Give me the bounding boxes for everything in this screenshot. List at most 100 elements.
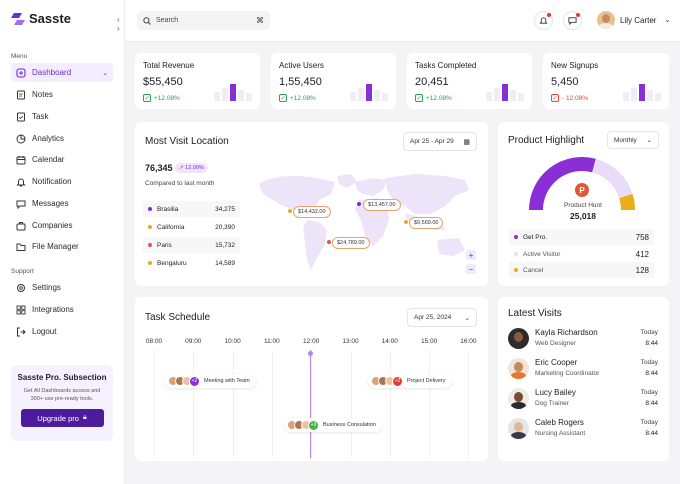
shortcut-key: ⌘ — [256, 16, 264, 25]
sidebar-item-label: Analytics — [32, 134, 65, 143]
schedule-event-meeting[interactable]: +2 Meeting with Team — [165, 374, 256, 388]
product-gauge — [529, 157, 635, 211]
zoom-in-button[interactable]: + — [466, 250, 476, 260]
map-label[interactable]: $13,457.00 — [363, 199, 401, 211]
card-title: Most Visit Location — [145, 136, 229, 147]
stat-change-value: +12.08% — [426, 94, 452, 102]
avatar — [508, 418, 529, 439]
location-value: 14,589 — [215, 259, 235, 267]
sidebar-item-label: Settings — [32, 283, 61, 292]
gauge-segment-cancel — [619, 193, 635, 211]
chevron-down-icon: ⌄ — [102, 69, 108, 77]
color-dot — [148, 261, 152, 265]
collapse-sidebar-icon[interactable]: ‹ › — [117, 15, 120, 33]
map-label[interactable]: $24,789.00 — [332, 237, 370, 249]
schedule-event-consulation[interactable]: +3 Business Consulation — [284, 418, 382, 432]
chevron-down-icon: ⌄ — [646, 137, 652, 144]
visitor-name: Kayla Richardson — [535, 328, 598, 337]
color-dot — [148, 243, 152, 247]
hour-label: 15:00 — [420, 338, 438, 345]
lock-icon: 🔒︎ — [82, 414, 87, 421]
notifications-button[interactable] — [534, 11, 553, 30]
gauge-segment-active-visitor — [591, 158, 633, 199]
user-menu[interactable]: Lily Carter ⌄ — [597, 11, 670, 29]
promo-title: Sasste Pro. Subsection — [17, 373, 107, 382]
visitor-name: Lucy Bailey — [535, 388, 576, 397]
upgrade-pro-button[interactable]: Upgrade pro 🔒︎ — [20, 409, 104, 427]
stat-change: ✓ +12.08% — [415, 94, 452, 102]
zoom-out-button[interactable]: − — [466, 264, 476, 274]
card-title: Latest Visits — [508, 308, 562, 319]
schedule-event-delivery[interactable]: +2 Project Delivery — [368, 374, 452, 388]
date-range-picker[interactable]: Apr 25 - Apr 29 ▦ — [403, 132, 477, 151]
latest-visits-card: Latest Visits Kayla Richardson Web Desig… — [498, 297, 669, 461]
stat-change-value: +12.08% — [154, 94, 180, 102]
menu-section-label: Menu — [11, 53, 28, 60]
stat-card-active-users: Active Users 1,55,450 ✓ +12.08% — [271, 53, 396, 109]
list-item[interactable]: Kayla Richardson Web Designer Today 8:44 — [508, 326, 658, 352]
sidebar-item-label: Companies — [32, 221, 73, 230]
sidebar-item-file-manager[interactable]: File Manager — [11, 237, 113, 256]
sidebar-item-integrations[interactable]: Integrations — [11, 300, 113, 319]
sidebar-item-label: File Manager — [32, 242, 79, 251]
message-icon — [568, 17, 577, 25]
avatar — [597, 11, 615, 29]
location-total: 76,345 — [145, 163, 173, 173]
event-label: Meeting with Team — [204, 378, 250, 384]
notification-dot — [547, 13, 551, 17]
location-value: 34,275 — [215, 205, 235, 213]
messages-button[interactable] — [563, 11, 582, 30]
hour-label: 11:00 — [263, 338, 280, 345]
world-map[interactable] — [255, 170, 480, 280]
sidebar-item-notes[interactable]: Notes — [11, 85, 113, 104]
logo-icon — [11, 12, 25, 25]
extra-count: +2 — [392, 375, 403, 387]
promo-card: Sasste Pro. Subsection Get All Dashboard… — [11, 365, 113, 441]
search-icon — [143, 16, 151, 25]
hour-label: 10:00 — [224, 338, 241, 345]
visit-day: Today — [640, 359, 658, 366]
chevron-down-icon: ⌄ — [464, 314, 470, 322]
extra-count: +3 — [308, 419, 319, 431]
hour-gridline — [350, 350, 352, 458]
gauge-segment-get-pro — [529, 157, 596, 211]
location-name: Brasilia — [157, 205, 179, 213]
sidebar-item-calendar[interactable]: Calendar — [11, 150, 113, 169]
schedule-date-picker[interactable]: Apr 25, 2024 ⌄ — [407, 308, 477, 327]
hour-gridline — [232, 350, 234, 458]
sidebar-item-task[interactable]: Task — [11, 107, 113, 126]
bell-icon — [16, 178, 26, 186]
app-logo[interactable]: Sasste — [11, 11, 71, 26]
visit-time: 8:44 — [645, 370, 658, 377]
legend-label: Cancel — [523, 266, 544, 274]
map-marker — [288, 209, 292, 213]
sidebar-item-settings[interactable]: Settings — [11, 278, 113, 297]
search-field[interactable]: Search ⌘ — [137, 11, 270, 30]
sidebar-item-logout[interactable]: Logout — [11, 322, 113, 341]
map-label[interactable]: $9,569.00 — [409, 217, 444, 229]
map-label[interactable]: $14,432.00 — [293, 206, 331, 218]
stat-value: $55,450 — [143, 76, 183, 88]
product-highlight-card: Product Highlight Monthly ⌄ P Product Hu… — [498, 122, 669, 286]
list-item[interactable]: Caleb Rogers Nursing Assistant Today 8:4… — [508, 416, 658, 442]
list-item[interactable]: Eric Cooper Marketing Coordinator Today … — [508, 356, 658, 382]
sidebar-item-dashboard[interactable]: Dashboard ⌄ — [11, 63, 113, 82]
list-item: Cancel 128 — [509, 262, 654, 278]
stat-value: 5,450 — [551, 76, 579, 88]
sidebar-item-label: Integrations — [32, 305, 74, 314]
hour-label: 12:00 — [303, 338, 320, 345]
sidebar-item-notification[interactable]: Notification — [11, 172, 113, 191]
period-select[interactable]: Monthly ⌄ — [607, 131, 659, 149]
promo-description: Get All Dashboards access and 300+ use p… — [23, 388, 101, 402]
search-input[interactable]: Search — [156, 17, 179, 24]
visit-time: 8:44 — [645, 340, 658, 347]
stat-change-value: - 12.08% — [562, 94, 589, 102]
legend-label: Get Pro. — [523, 233, 548, 241]
list-item[interactable]: Lucy Bailey Dog Trainer Today 8:44 — [508, 386, 658, 412]
sidebar-item-analytics[interactable]: Analytics — [11, 129, 113, 148]
stat-change: ✓ - 12.08% — [551, 94, 588, 102]
sidebar-item-messages[interactable]: Messages — [11, 194, 113, 213]
map-marker — [404, 220, 408, 224]
stat-value: 20,451 — [415, 76, 449, 88]
sidebar-item-companies[interactable]: Companies — [11, 216, 113, 235]
